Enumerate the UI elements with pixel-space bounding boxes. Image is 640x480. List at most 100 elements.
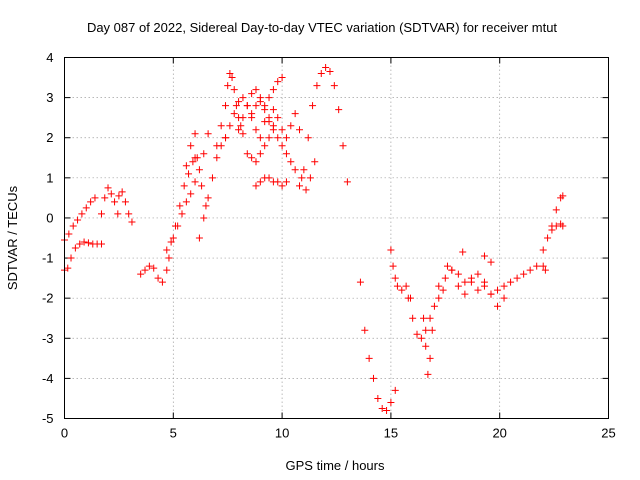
data-point: [265, 114, 273, 122]
data-point: [235, 98, 243, 106]
data-points-layer: [61, 64, 567, 414]
y-tick-label: 3: [46, 90, 53, 105]
data-point: [232, 102, 240, 110]
data-point: [178, 210, 186, 218]
data-point: [204, 130, 212, 138]
data-point: [213, 154, 221, 162]
data-point: [274, 134, 282, 142]
data-point: [507, 278, 515, 286]
data-point: [121, 198, 129, 206]
y-tick-label: -3: [42, 331, 54, 346]
data-point: [84, 239, 92, 247]
data-point: [461, 290, 469, 298]
data-point: [426, 354, 434, 362]
series-late-spikes: [443, 248, 549, 274]
data-point: [343, 178, 351, 186]
plot-frame: [64, 57, 609, 419]
data-point: [261, 118, 269, 126]
data-point: [235, 126, 243, 134]
data-point: [513, 274, 521, 282]
data-point: [269, 106, 277, 114]
series-midday-d: [248, 74, 286, 118]
series-hump-3: [115, 188, 136, 226]
data-point: [114, 210, 122, 218]
data-point: [82, 204, 90, 212]
data-point: [195, 234, 203, 242]
data-point: [115, 192, 123, 200]
data-point: [559, 222, 567, 230]
data-point: [137, 270, 145, 278]
data-point: [539, 246, 547, 254]
x-tick-label: 25: [601, 426, 615, 441]
data-point: [176, 202, 184, 210]
data-point: [335, 106, 343, 114]
series-midday-a: [213, 70, 247, 150]
data-point: [274, 178, 282, 186]
data-point: [163, 266, 171, 274]
series-afternoon-peak: [296, 64, 351, 190]
data-point: [552, 222, 560, 230]
x-tick-label: 15: [384, 426, 398, 441]
data-point: [398, 286, 406, 294]
data-point: [291, 110, 299, 118]
data-point: [409, 314, 417, 322]
series-night-spur: [420, 314, 436, 378]
data-point: [500, 294, 508, 302]
data-point: [182, 198, 190, 206]
data-point: [313, 82, 321, 90]
data-point: [256, 178, 264, 186]
data-point: [278, 126, 286, 134]
data-point: [487, 258, 495, 266]
data-point: [361, 326, 369, 334]
data-point: [309, 102, 317, 110]
data-point: [217, 122, 225, 130]
data-point: [430, 302, 438, 310]
y-tick-label: -5: [42, 411, 54, 426]
data-point: [365, 354, 373, 362]
data-point: [191, 178, 199, 186]
series-morning-rise-b: [169, 130, 212, 242]
series-early-lower: [61, 238, 105, 274]
data-point: [104, 184, 112, 192]
data-point: [448, 266, 456, 274]
data-point: [252, 158, 260, 166]
data-point: [374, 394, 382, 402]
data-point: [67, 254, 75, 262]
data-point: [474, 270, 482, 278]
data-point: [239, 114, 247, 122]
data-point: [467, 278, 475, 286]
data-point: [248, 90, 256, 98]
data-point: [404, 294, 412, 302]
data-point: [422, 326, 430, 334]
data-point: [441, 274, 449, 282]
data-point: [239, 130, 247, 138]
data-point: [426, 314, 434, 322]
series-midday-g: [261, 106, 304, 142]
data-point: [200, 150, 208, 158]
data-point: [97, 240, 105, 248]
data-point: [182, 162, 190, 170]
data-point: [548, 226, 556, 234]
data-point: [541, 266, 549, 274]
series-end-low: [548, 220, 567, 234]
data-point: [391, 386, 399, 394]
data-point: [107, 190, 115, 198]
data-point: [195, 166, 203, 174]
data-point: [435, 282, 443, 290]
data-point: [252, 86, 260, 94]
data-point: [222, 134, 230, 142]
data-point: [87, 198, 95, 206]
data-point: [150, 264, 158, 272]
data-point: [389, 262, 397, 270]
data-point: [185, 170, 193, 178]
grid-layer: [64, 57, 609, 419]
data-point: [226, 122, 234, 130]
data-point: [252, 182, 260, 190]
data-point: [204, 194, 212, 202]
data-point: [228, 74, 236, 82]
series-midday-e: [243, 126, 299, 174]
series-early-upper: [61, 194, 99, 244]
data-point: [269, 86, 277, 94]
data-point: [413, 330, 421, 338]
data-point: [224, 82, 232, 90]
